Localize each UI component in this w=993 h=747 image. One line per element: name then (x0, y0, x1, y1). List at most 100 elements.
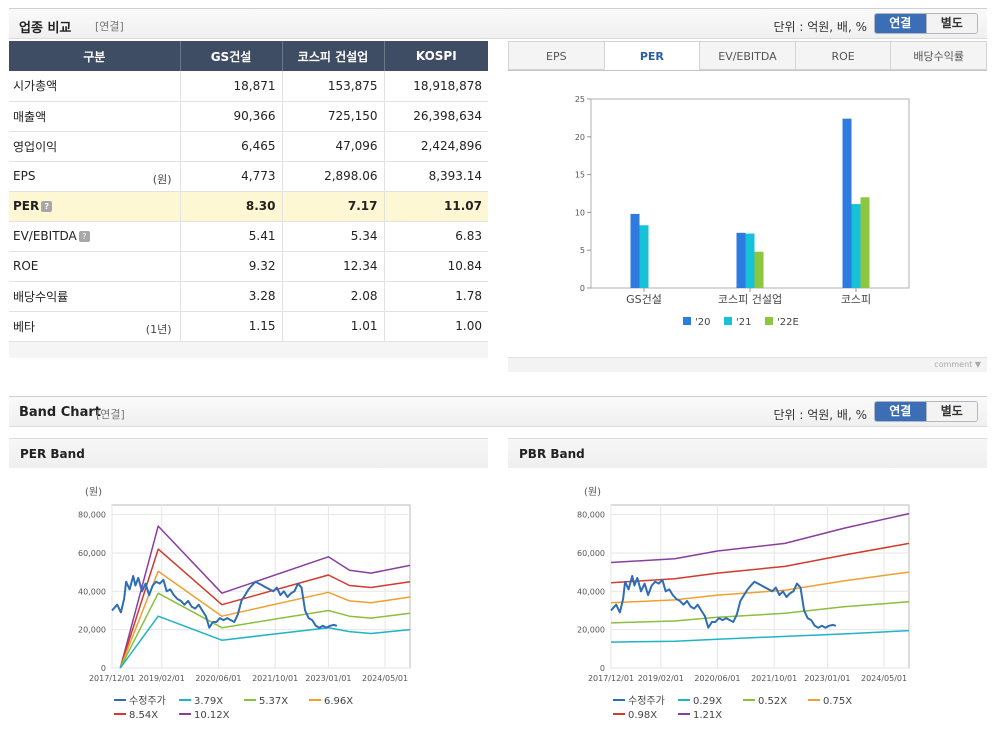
value-cell: 8,393.14 (384, 161, 488, 192)
tab-3[interactable]: ROE (794, 41, 891, 70)
row-unit: (원) (152, 172, 172, 186)
row-label: 시가총액 (13, 79, 58, 94)
value-cell: 6,465 (180, 131, 283, 162)
series-line (610, 629, 910, 643)
bar (860, 197, 870, 288)
tab-0[interactable]: EPS (508, 41, 604, 70)
legend-label: '21 (736, 317, 751, 328)
tab-4[interactable]: 배당수익률 (890, 41, 987, 70)
legend-label: 0.52X (758, 696, 787, 707)
x-tick-label: 2020/06/01 (694, 674, 740, 683)
value-cell: 90,366 (180, 101, 283, 132)
legend-label: 3.79X (194, 696, 223, 707)
row-label: PER (13, 199, 40, 213)
x-tick-label: 코스피 건설업 (718, 293, 782, 306)
table-row: PER? 8.30 7.17 11.07 (9, 191, 488, 222)
y-tick-label: 80,000 (78, 511, 106, 520)
row-label-cell: PER? (9, 191, 181, 222)
row-label-cell: 매출액 (9, 101, 181, 132)
value-cell: 1.78 (384, 281, 488, 312)
help-icon[interactable]: ? (41, 201, 53, 212)
y-tick-label: 0 (101, 664, 106, 673)
row-label-cell: EPS (원) (9, 161, 181, 192)
value-cell: 47,096 (282, 131, 385, 162)
pbr-band-header: PBR Band (508, 438, 987, 468)
y-tick-label: 20,000 (78, 626, 106, 635)
band-title: Band Chart (19, 405, 101, 420)
value-cell: 7.17 (282, 191, 385, 222)
separate-button[interactable]: 별도 (925, 14, 977, 33)
row-label-cell: EV/EBITDA? (9, 221, 181, 252)
band-separate-button[interactable]: 별도 (925, 402, 977, 421)
bar (639, 225, 649, 288)
value-cell: 725,150 (282, 101, 385, 132)
bar (754, 251, 764, 288)
series-line (610, 542, 910, 584)
value-cell: 2,424,896 (384, 131, 488, 162)
x-tick-label: 2021/10/01 (252, 674, 298, 683)
metric-tabs: EPS PER EV/EBITDA ROE 배당수익률 (508, 41, 987, 71)
compare-basis: [연결] (95, 20, 124, 33)
x-tick-label: 2023/01/01 (305, 674, 351, 683)
comment-toggle[interactable]: comment ▼ (934, 360, 981, 369)
series-line (119, 592, 411, 669)
band-basis: [연결] (96, 408, 125, 421)
x-tick-label: GS건설 (626, 293, 662, 306)
bar (736, 232, 746, 288)
value-cell: 1.01 (282, 311, 385, 342)
value-cell: 5.34 (282, 221, 385, 252)
series-line (610, 575, 837, 629)
x-tick-label: 2023/01/01 (804, 674, 850, 683)
y-tick-label: 80,000 (577, 511, 605, 520)
help-icon[interactable]: ? (78, 231, 90, 242)
row-label-cell: ROE (9, 251, 181, 282)
series-line (610, 601, 910, 624)
compare-title: 업종 비교 (19, 21, 72, 36)
legend-label: 수정주가 (129, 695, 166, 707)
x-tick-label: 2019/02/01 (139, 674, 185, 683)
y-tick-label: 10 (575, 208, 585, 217)
legend-label: '22E (777, 317, 799, 328)
value-cell: 4,773 (180, 161, 283, 192)
legend-label: 6.96X (324, 696, 353, 707)
row-label: 영업이익 (13, 139, 58, 154)
series-line (119, 570, 411, 669)
series-line (610, 512, 910, 564)
legend-swatch (724, 317, 732, 325)
y-tick-label: 0 (600, 664, 605, 673)
table-row: 영업이익 6,465 47,096 2,424,896 (9, 131, 488, 162)
table-body: 시가총액 18,871 153,875 18,918,878 매출액 90,366 725,… (9, 71, 488, 342)
series-line (119, 525, 411, 669)
series-line (111, 575, 338, 629)
table-row: EPS (원) 4,773 2,898.06 8,393.14 (9, 161, 488, 192)
y-tick-label: 60,000 (577, 549, 605, 558)
table-footer-spacer (9, 342, 488, 358)
comparison-table: 구분 GS건설 코스피 건설업 KOSPI 시가총액 18,871 153,875 1… (9, 41, 488, 342)
band-header: Band Chart [연결] 단위 : 억원, 배, % 연결 별도 (9, 396, 987, 427)
table-row: ROE 9.32 12.34 10.84 (9, 251, 488, 282)
bar (630, 213, 640, 288)
value-cell: 9.32 (180, 251, 283, 282)
consolidated-button[interactable]: 연결 (875, 14, 926, 33)
tab-1[interactable]: PER (603, 41, 700, 70)
per-band-chart: (원) 0 20,000 40,000 60,000 80,000 2017/12/01 20… (78, 486, 411, 721)
legend-label: '20 (695, 317, 710, 328)
value-cell: 12.34 (282, 251, 385, 282)
tab-2[interactable]: EV/EBITDA (699, 41, 795, 70)
legend-label: 0.29X (693, 696, 722, 707)
column-header: KOSPI (384, 41, 488, 71)
row-label-cell: 영업이익 (9, 131, 181, 162)
band-unit: 단위 : 억원, 배, % (773, 408, 867, 422)
legend-label: 0.75X (823, 696, 852, 707)
y-tick-label: 0 (580, 284, 585, 293)
row-label: EV/EBITDA (13, 229, 77, 243)
band-consolidated-button[interactable]: 연결 (875, 402, 926, 421)
pbr-band-title: PBR Band (519, 447, 585, 461)
value-cell: 26,398,634 (384, 101, 488, 132)
row-label-cell: 배당수익률 (9, 281, 181, 312)
bar (745, 233, 755, 288)
legend-label: 8.54X (129, 710, 158, 721)
legend-label: 수정주가 (628, 695, 665, 707)
y-tick-label: 40,000 (577, 587, 605, 596)
compare-basis-toggle: 연결 별도 (874, 13, 978, 34)
